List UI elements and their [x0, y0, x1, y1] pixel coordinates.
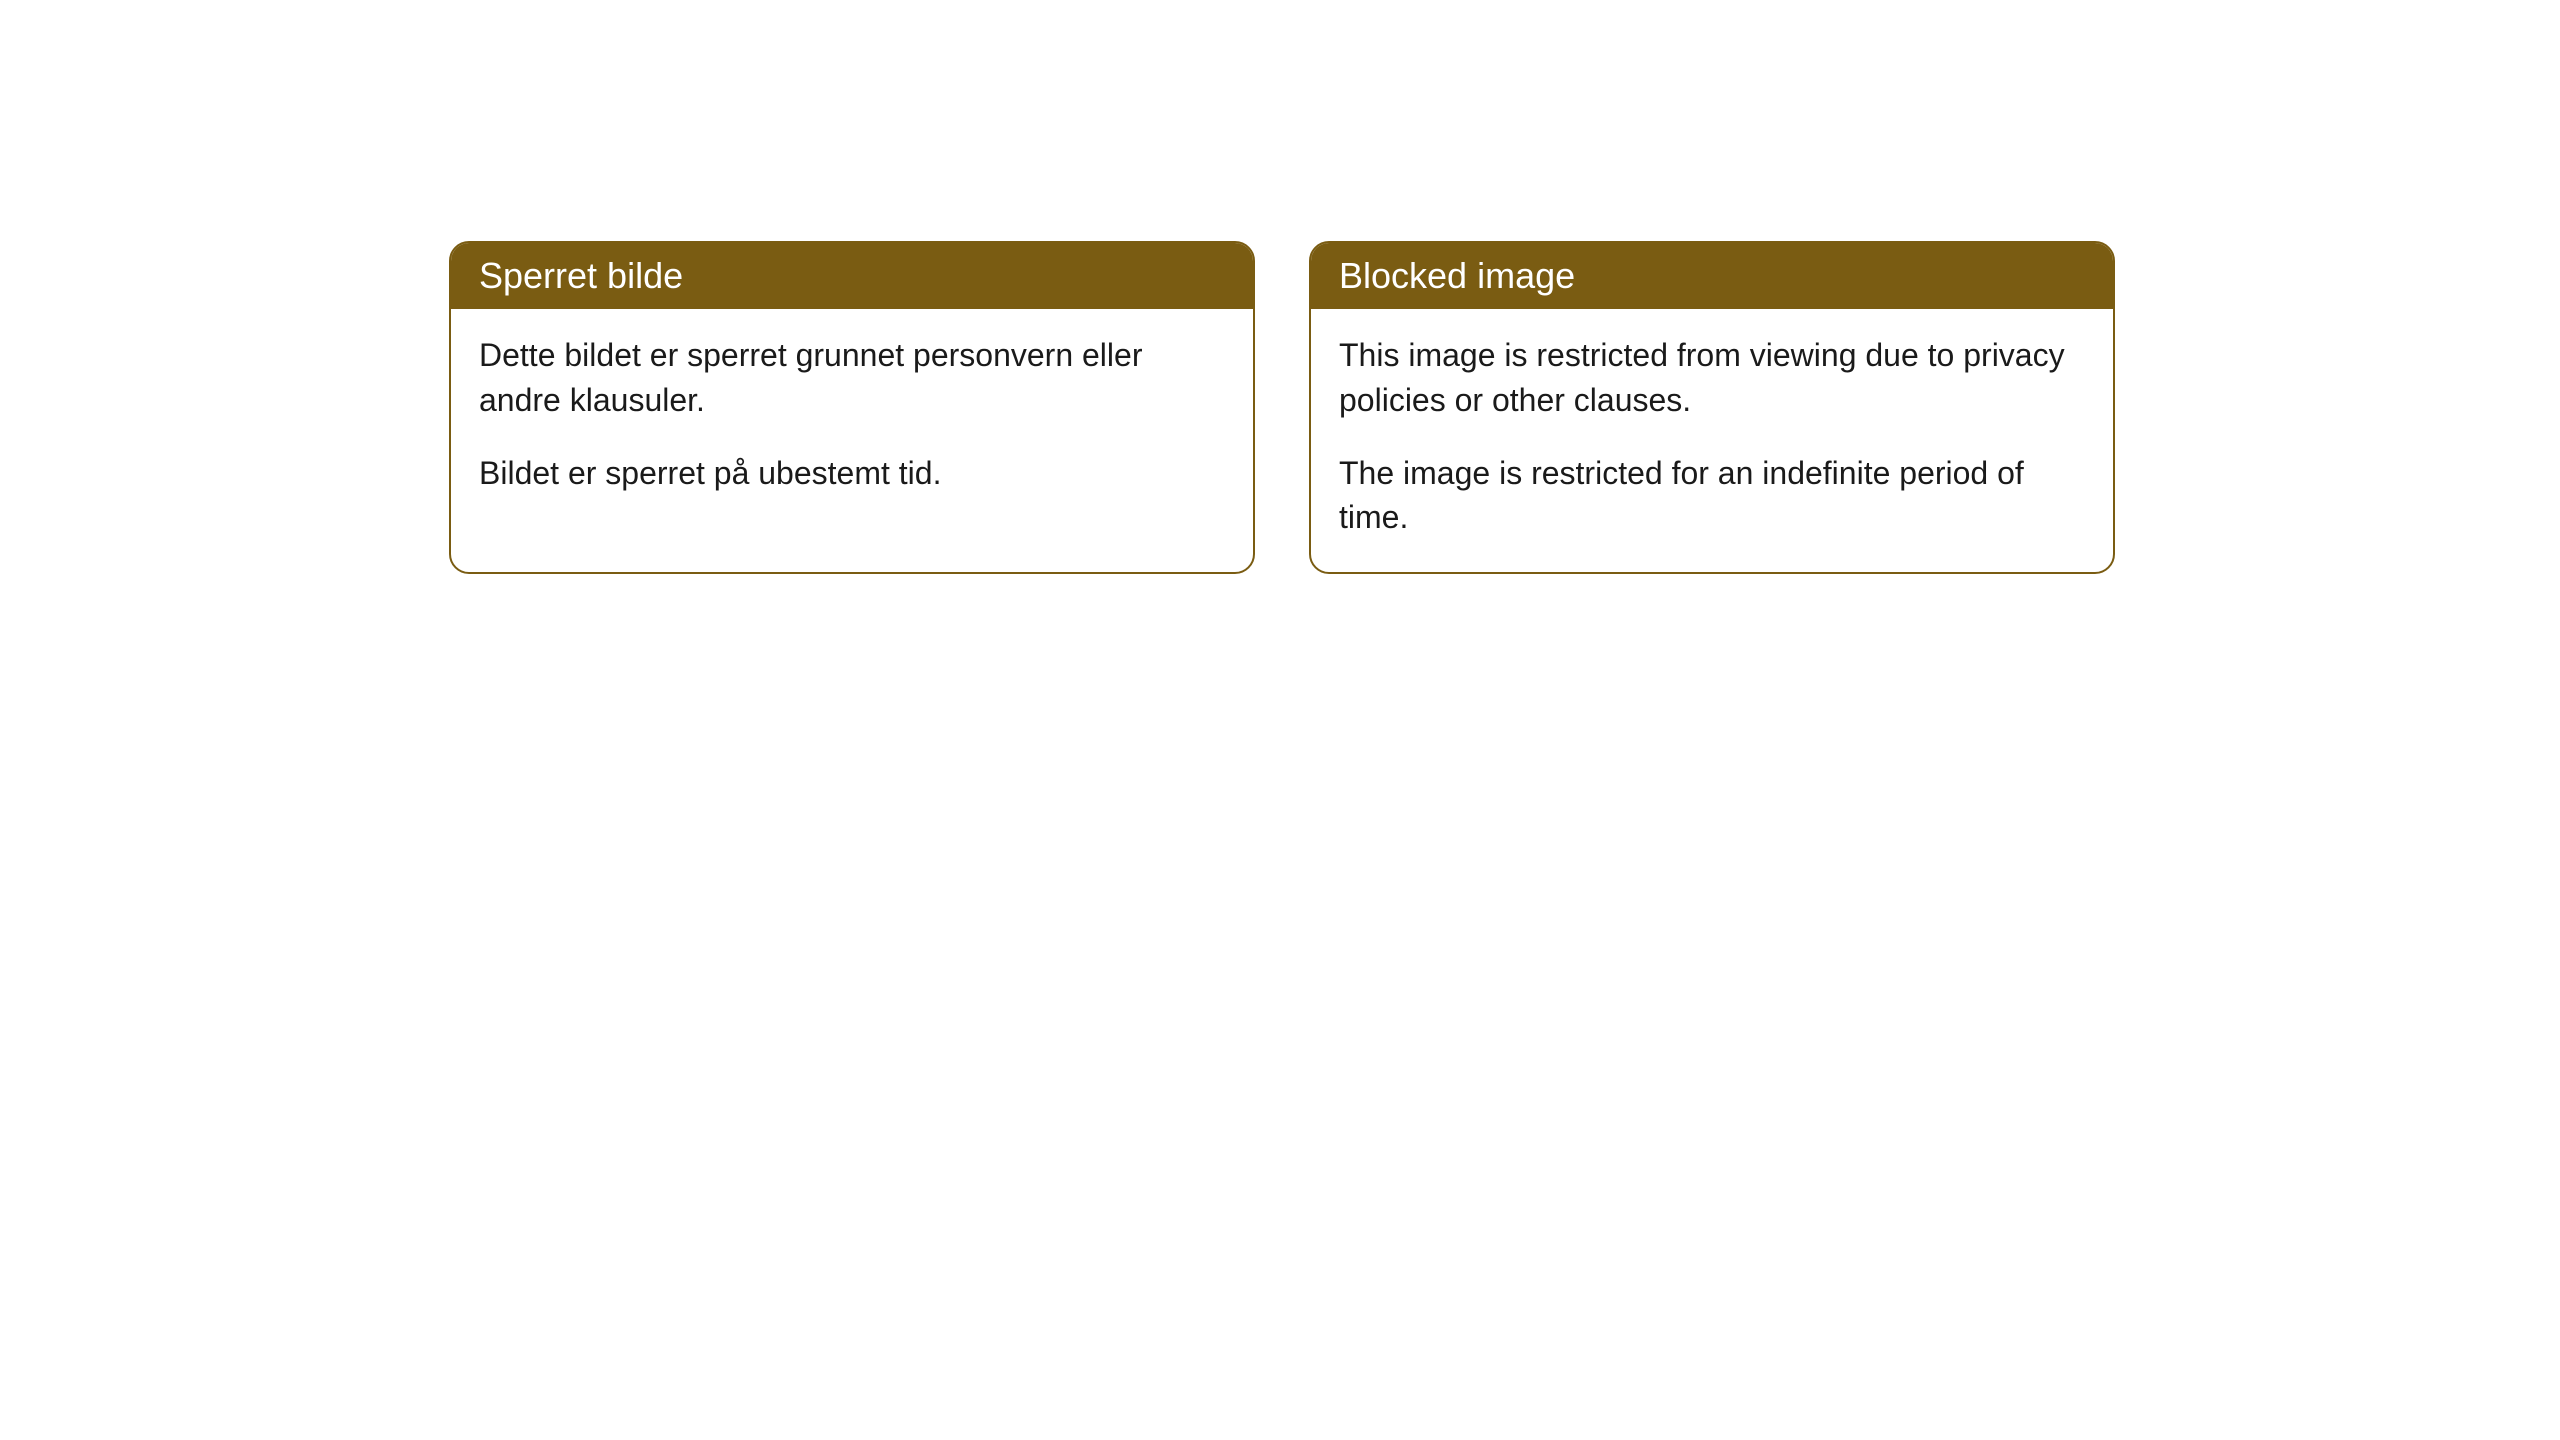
card-body: This image is restricted from viewing du…	[1311, 309, 2113, 572]
card-body: Dette bildet er sperret grunnet personve…	[451, 309, 1253, 527]
notice-card-norwegian: Sperret bilde Dette bildet er sperret gr…	[449, 241, 1255, 574]
notice-card-english: Blocked image This image is restricted f…	[1309, 241, 2115, 574]
card-title: Blocked image	[1339, 255, 1575, 296]
card-title: Sperret bilde	[479, 255, 683, 296]
card-paragraph: Bildet er sperret på ubestemt tid.	[479, 451, 1225, 496]
card-paragraph: The image is restricted for an indefinit…	[1339, 451, 2085, 541]
card-header: Blocked image	[1311, 243, 2113, 309]
card-paragraph: This image is restricted from viewing du…	[1339, 333, 2085, 423]
card-paragraph: Dette bildet er sperret grunnet personve…	[479, 333, 1225, 423]
notice-cards-container: Sperret bilde Dette bildet er sperret gr…	[449, 241, 2115, 574]
card-header: Sperret bilde	[451, 243, 1253, 309]
